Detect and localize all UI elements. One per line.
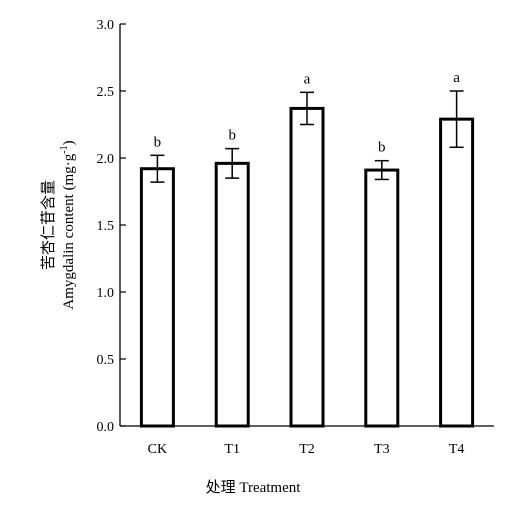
y-tick-label: 2.0 <box>97 152 115 167</box>
x-tick-label: T4 <box>449 442 465 457</box>
x-axis-title: 处理 Treatment <box>206 479 302 496</box>
y-axis-title-en: Amygdalin content (mg·g-1) <box>59 140 77 309</box>
bars <box>139 106 475 428</box>
error-bar-t4 <box>449 90 464 149</box>
bar-t1 <box>214 161 250 428</box>
error-bars <box>150 90 464 183</box>
bar-t3 <box>364 168 400 428</box>
x-tick-label: CK <box>148 442 167 457</box>
significance-letter: a <box>304 71 311 87</box>
significance-letter: b <box>378 140 386 156</box>
y-axis-title: 苦杏仁苷含量 Amygdalin content (mg·g-1) <box>40 140 77 309</box>
y-tick-label: 0.5 <box>97 353 115 368</box>
x-tick-label: T3 <box>374 442 390 457</box>
y-tick-label: 1.0 <box>97 286 115 301</box>
significance-letter: b <box>154 134 162 150</box>
error-bar-t2 <box>300 91 314 126</box>
y-tick-label: 2.5 <box>97 85 115 100</box>
y-axis-title-en-close: ) <box>61 140 77 145</box>
significance-letter: a <box>453 70 460 86</box>
x-tick-label: T1 <box>224 442 240 457</box>
y-axis-title-en-main: Amygdalin content (mg·g <box>61 153 77 309</box>
error-bar-t3 <box>374 159 389 181</box>
error-bar-t1 <box>225 147 240 179</box>
y-tick-label: 1.5 <box>97 219 115 234</box>
y-axis-title-en-sup: -1 <box>59 145 70 153</box>
significance-labels: b b a b a <box>154 70 461 156</box>
x-tick-labels: CK T1 T2 T3 T4 <box>148 442 465 457</box>
y-tick-label: 0.0 <box>97 420 115 435</box>
bar-t2 <box>289 106 325 428</box>
y-axis-title-cn: 苦杏仁苷含量 <box>40 180 57 270</box>
y-tick-label: 3.0 <box>97 18 115 33</box>
x-tick-label: T2 <box>299 442 315 457</box>
error-bar-ck <box>150 154 165 183</box>
bar-t4 <box>439 117 475 428</box>
bar-ck <box>139 167 175 428</box>
significance-letter: b <box>228 128 236 144</box>
y-ticks: 0.0 0.5 1.0 1.5 2.0 2.5 3.0 <box>97 18 126 435</box>
